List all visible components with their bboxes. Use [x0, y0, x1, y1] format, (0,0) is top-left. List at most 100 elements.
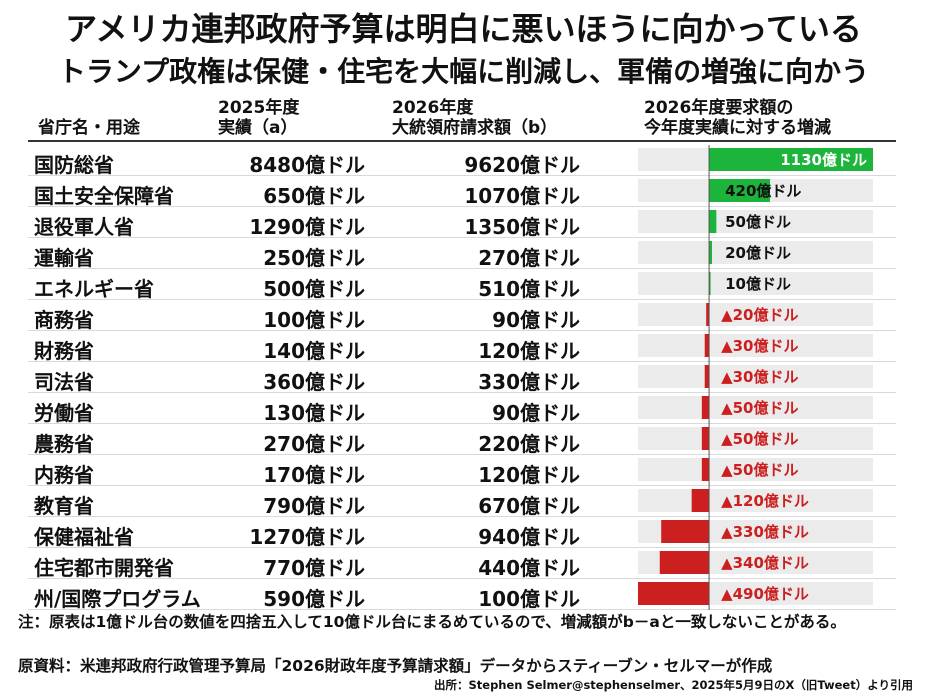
- change-bar: [638, 582, 710, 605]
- row-divider: [28, 361, 896, 362]
- change-bar: [709, 148, 873, 171]
- fy2025-value: 250億ドル: [263, 246, 365, 270]
- dept-name: 農務省: [34, 432, 94, 456]
- page-subtitle: トランプ政権は保健・住宅を大幅に削減し、軍備の増強に向かう: [57, 55, 870, 88]
- bar-track: [638, 458, 873, 481]
- change-label: 10億ドル: [725, 275, 791, 293]
- fy2026-value: 1070億ドル: [464, 184, 580, 208]
- header-fy2026-line2: 大統領府請求額（b）: [392, 118, 558, 138]
- dept-name: 財務省: [34, 339, 94, 363]
- header-dept: 省庁名・用途: [38, 118, 140, 138]
- bar-track: [638, 241, 873, 264]
- dept-name: 商務省: [34, 308, 94, 332]
- change-label: ▲50億ドル: [721, 430, 798, 448]
- table-row: 内務省 170億ドル 120億ドル: [28, 455, 896, 487]
- header-fy2026-line1: 2026年度: [392, 98, 474, 118]
- change-bar: [709, 179, 771, 202]
- change-label: ▲330億ドル: [721, 523, 809, 541]
- fy2026-value: 510億ドル: [478, 277, 580, 301]
- bar-track: [638, 334, 873, 357]
- table-row: 退役軍人省 1290億ドル 1350億ドル: [28, 207, 896, 239]
- row-divider: [28, 454, 896, 455]
- row-divider: [28, 516, 896, 517]
- fy2025-value: 170億ドル: [263, 463, 365, 487]
- change-bar: [701, 427, 710, 450]
- change-bar: [704, 334, 710, 357]
- table-row: 住宅都市開発省 770億ドル 440億ドル: [28, 548, 896, 580]
- change-bar: [691, 489, 710, 512]
- row-divider: [28, 268, 896, 269]
- change-label: ▲30億ドル: [721, 368, 798, 386]
- bar-track: [638, 272, 873, 295]
- dept-name: 国防総省: [34, 153, 114, 177]
- change-bar: [709, 210, 717, 233]
- change-label: ▲340億ドル: [721, 554, 809, 572]
- table-row: 教育省 790億ドル 670億ドル: [28, 486, 896, 518]
- fy2026-value: 670億ドル: [478, 494, 580, 518]
- citation-note: 出所：Stephen Selmer@stephenselmer、2025年5月9…: [433, 678, 913, 692]
- source-note: 原資料：米連邦政府行政管理予算局「2026財政年度予算請求額」データからスティー…: [18, 657, 773, 675]
- dept-name: 国土安全保障省: [34, 184, 174, 208]
- fy2026-value: 270億ドル: [478, 246, 580, 270]
- dept-name: 州/国際プログラム: [34, 587, 201, 611]
- row-divider: [28, 485, 896, 486]
- fy2026-value: 90億ドル: [492, 401, 580, 425]
- bar-track: [638, 365, 873, 388]
- change-label: 20億ドル: [725, 244, 791, 262]
- header-change-line2: 今年度実績に対する増減: [644, 118, 831, 138]
- fy2026-value: 220億ドル: [478, 432, 580, 456]
- change-bar: [701, 458, 710, 481]
- fy2025-value: 100億ドル: [263, 308, 365, 332]
- fy2026-value: 100億ドル: [478, 587, 580, 611]
- bar-track: [638, 303, 873, 326]
- fy2026-value: 330億ドル: [478, 370, 580, 394]
- fy2026-value: 120億ドル: [478, 463, 580, 487]
- dept-name: 労働省: [34, 401, 94, 425]
- fy2026-value: 120億ドル: [478, 339, 580, 363]
- header-change-line1: 2026年度要求額の: [644, 98, 794, 118]
- fy2026-value: 90億ドル: [492, 308, 580, 332]
- fy2026-value: 440億ドル: [478, 556, 580, 580]
- table-row: 農務省 270億ドル 220億ドル: [28, 424, 896, 456]
- row-divider: [28, 330, 896, 331]
- table-row: 運輸省 250億ドル 270億ドル: [28, 238, 896, 270]
- fy2026-value: 940億ドル: [478, 525, 580, 549]
- change-bar: [661, 520, 710, 543]
- dept-name: エネルギー省: [34, 277, 154, 301]
- row-divider: [28, 547, 896, 548]
- table-row: 財務省 140億ドル 120億ドル: [28, 331, 896, 363]
- table-row: エネルギー省 500億ドル 510億ドル: [28, 269, 896, 301]
- change-bar: [704, 365, 710, 388]
- table-row: 国防総省 8480億ドル 9620億ドル: [28, 145, 896, 177]
- change-label: ▲50億ドル: [721, 461, 798, 479]
- header-fy2025-line2: 実績（a）: [218, 118, 298, 138]
- fy2026-value: 9620億ドル: [464, 153, 580, 177]
- footnote: 注：原表は1億ドル台の数値を四捨五入して10億ドル台にまるめているので、増減額が…: [18, 613, 846, 631]
- fy2025-value: 590億ドル: [263, 587, 365, 611]
- fy2025-value: 360億ドル: [263, 370, 365, 394]
- row-divider: [28, 237, 896, 238]
- change-label: 50億ドル: [725, 213, 791, 231]
- fy2025-value: 1270億ドル: [249, 525, 365, 549]
- dept-name: 運輸省: [34, 246, 94, 270]
- page-title: アメリカ連邦政府予算は明白に悪いほうに向かっている: [65, 10, 862, 48]
- header-fy2025-line1: 2025年度: [218, 98, 300, 118]
- change-label: ▲490億ドル: [721, 585, 809, 603]
- table-row: 国土安全保障省 650億ドル 1070億ドル: [28, 176, 896, 208]
- table-row: 州/国際プログラム 590億ドル 100億ドル: [28, 579, 896, 611]
- dept-name: 教育省: [34, 494, 94, 518]
- change-label: ▲50億ドル: [721, 399, 798, 417]
- change-bar: [659, 551, 710, 574]
- row-divider: [28, 206, 896, 207]
- dept-name: 住宅都市開発省: [34, 556, 174, 580]
- row-divider: [28, 423, 896, 424]
- dept-name: 退役軍人省: [34, 215, 134, 239]
- change-label: ▲120億ドル: [721, 492, 809, 510]
- table-row: 商務省 100億ドル 90億ドル: [28, 300, 896, 332]
- dept-name: 内務省: [34, 463, 94, 487]
- change-bar: [706, 303, 710, 326]
- table-row: 保健福祉省 1270億ドル 940億ドル: [28, 517, 896, 549]
- row-divider: [28, 175, 896, 176]
- dept-name: 保健福祉省: [34, 525, 134, 549]
